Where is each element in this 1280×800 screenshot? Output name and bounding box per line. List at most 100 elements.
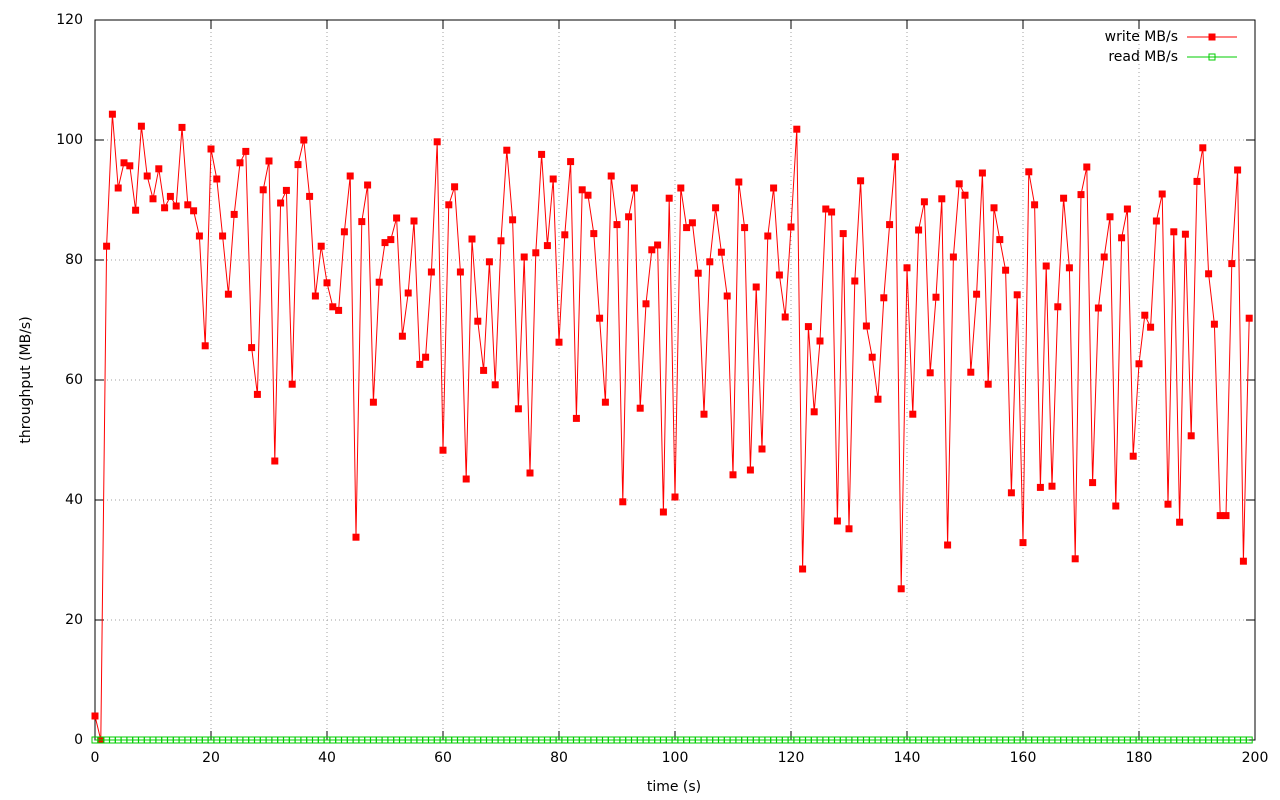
- data-point: [671, 493, 679, 501]
- data-point: [1141, 311, 1149, 319]
- data-point: [1106, 213, 1114, 221]
- data-point: [224, 290, 232, 298]
- data-point: [758, 445, 766, 453]
- data-point: [694, 269, 702, 277]
- data-point: [149, 195, 157, 203]
- data-point: [1234, 166, 1242, 174]
- data-point: [207, 145, 215, 153]
- data-point: [219, 232, 227, 240]
- data-point: [706, 258, 714, 266]
- data-point: [712, 204, 720, 212]
- data-point: [735, 178, 743, 186]
- data-point: [1031, 201, 1039, 209]
- data-point: [306, 192, 314, 200]
- data-point: [497, 237, 505, 245]
- data-point: [1019, 539, 1027, 547]
- data-point: [1147, 323, 1155, 331]
- data-point: [271, 457, 279, 465]
- y-tick-label: 80: [65, 252, 83, 268]
- data-point: [201, 342, 209, 350]
- data-point: [1245, 736, 1253, 744]
- data-point: [1176, 518, 1184, 526]
- data-point: [166, 192, 174, 200]
- data-point: [833, 517, 841, 525]
- data-point: [439, 446, 447, 454]
- data-point: [683, 224, 691, 232]
- data-point: [1048, 482, 1056, 490]
- data-point: [1222, 512, 1230, 520]
- data-point: [752, 283, 760, 291]
- data-point: [132, 206, 140, 214]
- data-point: [555, 338, 563, 346]
- data-point: [828, 208, 836, 216]
- y-tick-label: 40: [65, 492, 83, 508]
- data-point: [938, 195, 946, 203]
- data-point: [161, 204, 169, 212]
- data-point: [607, 172, 615, 180]
- y-tick-label: 60: [65, 372, 83, 388]
- data-point: [1152, 217, 1160, 225]
- data-point: [277, 199, 285, 207]
- data-point: [775, 271, 783, 279]
- data-point: [990, 204, 998, 212]
- data-point: [1193, 177, 1201, 185]
- data-point: [178, 123, 186, 131]
- data-point: [996, 236, 1004, 244]
- data-point: [422, 353, 430, 361]
- data-point: [288, 380, 296, 388]
- y-tick-label: 20: [65, 612, 83, 628]
- data-point: [358, 218, 366, 226]
- data-point: [584, 191, 592, 199]
- data-point: [317, 242, 325, 250]
- data-point: [340, 228, 348, 236]
- data-point: [323, 279, 331, 287]
- data-point: [1164, 500, 1172, 508]
- data-point: [967, 368, 975, 376]
- data-point: [764, 232, 772, 240]
- data-point: [978, 169, 986, 177]
- data-point: [880, 294, 888, 302]
- data-point: [387, 236, 395, 244]
- data-point: [897, 585, 905, 593]
- data-point: [787, 223, 795, 231]
- data-point: [1077, 191, 1085, 199]
- data-point: [572, 414, 580, 422]
- series-line: [94, 114, 1250, 741]
- data-point: [642, 300, 650, 308]
- data-point: [920, 198, 928, 206]
- legend-marker: [1208, 53, 1216, 61]
- data-point: [1007, 489, 1015, 497]
- x-axis-label: time (s): [647, 779, 701, 795]
- data-point: [259, 186, 267, 194]
- data-point: [1181, 230, 1189, 238]
- data-point: [242, 147, 250, 155]
- y-axis-label: throughput (MB/s): [18, 316, 34, 443]
- data-point: [1158, 190, 1166, 198]
- data-point: [514, 405, 522, 413]
- data-point: [630, 184, 638, 192]
- data-point: [549, 175, 557, 183]
- data-point: [886, 221, 894, 229]
- data-point: [1135, 360, 1143, 368]
- data-point: [509, 216, 517, 224]
- data-point: [137, 122, 145, 130]
- data-point: [1129, 452, 1137, 460]
- data-point: [1065, 264, 1073, 272]
- data-point: [793, 125, 801, 133]
- data-point: [503, 146, 511, 154]
- data-point: [874, 395, 882, 403]
- data-point: [984, 380, 992, 388]
- data-point: [300, 136, 308, 144]
- data-point: [578, 186, 586, 194]
- data-point: [1245, 314, 1253, 322]
- y-tick-label: 100: [56, 132, 83, 148]
- data-point: [543, 242, 551, 250]
- data-point: [410, 217, 418, 225]
- data-point: [393, 214, 401, 222]
- x-tick-label: 60: [434, 750, 452, 766]
- data-point: [172, 202, 180, 210]
- data-point: [474, 317, 482, 325]
- data-point: [891, 153, 899, 161]
